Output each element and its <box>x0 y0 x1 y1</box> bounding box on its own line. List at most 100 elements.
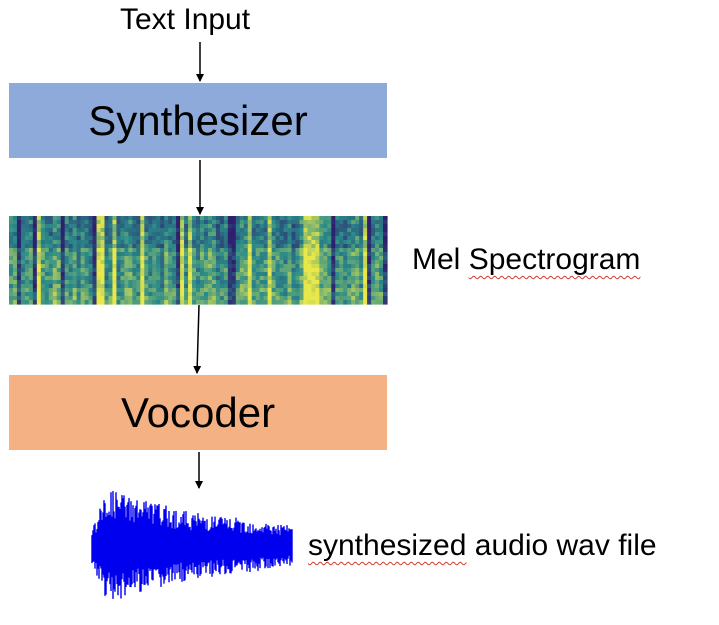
spectrogram-cell <box>343 260 348 265</box>
spectrogram-cell <box>375 220 380 225</box>
spectrogram-cell <box>124 240 129 245</box>
spectrogram-cell <box>283 252 289 257</box>
spectrogram-cell <box>203 292 209 297</box>
spectrogram-cell <box>9 228 14 233</box>
spectrogram-cell <box>88 256 94 261</box>
spectrogram-cell <box>140 272 145 277</box>
spectrogram-cell <box>188 256 193 261</box>
spectrogram-cell <box>235 236 241 241</box>
spectrogram-cell <box>311 300 316 305</box>
spectrogram-cell <box>84 264 90 269</box>
spectrogram-cell <box>144 268 149 273</box>
spectrogram-cell <box>16 220 22 225</box>
spectrogram-cell <box>76 244 82 249</box>
spectrogram-cell <box>343 228 348 233</box>
spectrogram-cell <box>9 236 14 241</box>
spectrogram-cell <box>196 220 201 225</box>
spectrogram-cell <box>299 264 305 269</box>
spectrogram-cell <box>176 228 181 233</box>
spectrogram-cell <box>104 256 110 261</box>
spectrogram-cell <box>211 272 217 277</box>
spectrogram-cell <box>343 244 348 249</box>
spectrogram-cell <box>144 244 149 249</box>
spectrogram-cell <box>303 284 309 289</box>
spectrogram-cell <box>227 292 233 297</box>
spectrogram-cell <box>375 216 380 221</box>
spectrogram-cell <box>271 248 277 253</box>
spectrogram-cell <box>231 300 237 305</box>
spectrogram-cell <box>156 276 161 281</box>
spectrogram-cell <box>92 244 98 249</box>
spectrogram-cell <box>12 244 18 249</box>
spectrogram-cell <box>303 300 309 305</box>
spectrogram-cell <box>199 252 205 257</box>
spectrogram-cell <box>32 260 38 265</box>
spectrogram-cell <box>132 228 137 233</box>
spectrogram-cell <box>311 288 316 293</box>
spectrogram-cell <box>52 280 58 285</box>
spectrogram-cell <box>24 292 30 297</box>
spectrogram-cell <box>247 232 253 237</box>
spectrogram-cell <box>84 300 90 305</box>
spectrogram-cell <box>299 272 305 277</box>
spectrogram-cell <box>84 276 90 281</box>
spectrogram-cell <box>148 284 153 289</box>
spectrogram-cell <box>271 276 277 281</box>
spectrogram-cell <box>299 228 305 233</box>
spectrogram-cell <box>192 292 197 297</box>
spectrogram-cell <box>323 264 328 269</box>
spectrogram-cell <box>319 280 324 285</box>
spectrogram-cell <box>223 296 229 301</box>
spectrogram-cell <box>255 268 261 273</box>
spectrogram-cell <box>363 220 368 225</box>
spectrogram-cell <box>207 244 213 249</box>
spectrogram-cell <box>120 236 125 241</box>
spectrogram-cell <box>132 244 137 249</box>
spectrogram-cell <box>76 240 82 245</box>
spectrogram-cell <box>176 244 181 249</box>
spectrogram-cell <box>347 244 352 249</box>
spectrogram-cell <box>311 252 316 257</box>
spectrogram-cell <box>40 264 46 269</box>
spectrogram-cell <box>48 248 54 253</box>
spectrogram-cell <box>24 240 30 245</box>
spectrogram-cell <box>36 216 42 221</box>
spectrogram-cell <box>116 280 122 285</box>
spectrogram-cell <box>168 288 173 293</box>
spectrogram-cell <box>343 272 348 277</box>
spectrogram-cell <box>84 216 90 221</box>
spectrogram-cell <box>72 300 78 305</box>
spectrogram-cell <box>283 288 289 293</box>
spectrogram-cell <box>92 216 98 221</box>
spectrogram-cell <box>215 276 221 281</box>
spectrogram-cell <box>120 280 125 285</box>
spectrogram-cell <box>16 232 22 237</box>
spectrogram-cell <box>327 232 332 237</box>
spectrogram-cell <box>367 260 372 265</box>
spectrogram-cell <box>116 236 122 241</box>
spectrogram-cell <box>207 284 213 289</box>
spectrogram-cell <box>28 216 34 221</box>
spectrogram-cell <box>104 220 110 225</box>
spectrogram-cell <box>148 288 153 293</box>
spectrogram-cell <box>323 268 328 273</box>
spectrogram-cell <box>124 224 129 229</box>
spectrogram-cell <box>176 216 181 221</box>
spectrogram-cell <box>303 280 309 285</box>
spectrogram-cell <box>383 288 388 293</box>
spectrogram-cell <box>92 256 98 261</box>
spectrogram-cell <box>299 260 305 265</box>
spectrogram-cell <box>203 248 209 253</box>
spectrogram-cell <box>76 272 82 277</box>
spectrogram-cell <box>132 272 137 277</box>
spectrogram-cell <box>383 240 388 245</box>
spectrogram-cell <box>311 228 316 233</box>
spectrogram-cell <box>32 228 38 233</box>
spectrogram-cell <box>124 236 129 241</box>
spectrogram-cell <box>132 240 137 245</box>
spectrogram-cell <box>36 228 42 233</box>
spectrogram-cell <box>347 288 352 293</box>
spectrogram-cell <box>172 224 177 229</box>
spectrogram-cell <box>32 224 38 229</box>
spectrogram-cell <box>367 240 372 245</box>
